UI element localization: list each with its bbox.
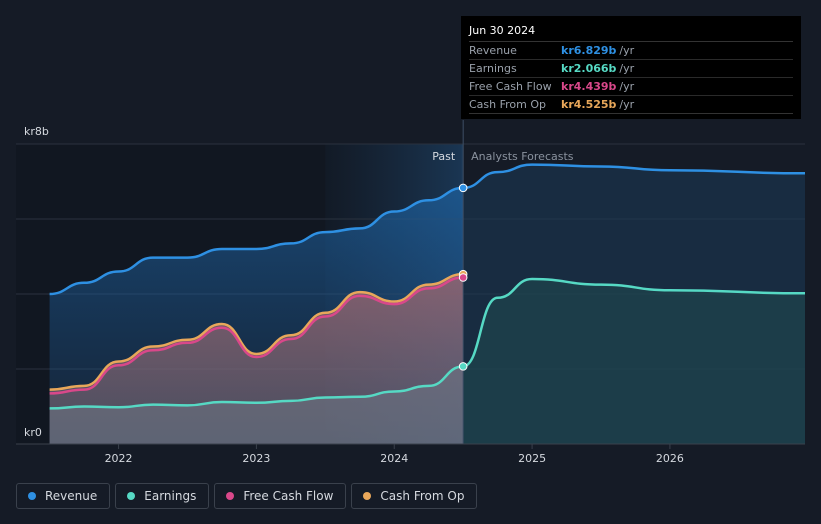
tooltip-unit: /yr [619,62,635,75]
legend-label: Earnings [144,489,197,503]
x-tick-label: 2023 [242,452,270,465]
y-axis-bottom-label: kr0 [24,426,42,439]
tooltip-value: kr4.525b [561,98,617,111]
legend: Revenue Earnings Free Cash Flow Cash Fro… [16,483,482,509]
x-tick-label: 2025 [518,452,546,465]
series-lines [49,163,806,410]
tooltip-label: Earnings [469,62,517,75]
revenue-forecast-line [463,163,806,190]
x-tick-label: 2022 [105,452,133,465]
y-axis-top-label: kr8b [24,125,49,138]
x-tick-label: 2026 [656,452,684,465]
free-cash-flow-marker [458,273,468,282]
cash-from-op-line [49,272,464,391]
legend-label: Free Cash Flow [243,489,334,503]
tooltip-value: kr2.066b [561,62,617,75]
tooltip-unit: /yr [619,44,635,57]
earnings-line [49,365,464,410]
legend-item-earnings[interactable]: Earnings [115,483,210,509]
cash-from-op-dot-icon [363,492,372,500]
series-markers [458,183,468,371]
x-tick-label: 2024 [380,452,408,465]
x-axis-ticks: 2022 2023 2024 2025 2026 [105,444,684,465]
tooltip-label: Revenue [469,44,517,57]
revenue-line [49,186,464,296]
tooltip-date: Jun 30 2024 [469,24,793,42]
tooltip-value: kr6.829b [561,44,617,57]
forecast-label: Analysts Forecasts [471,150,574,163]
tooltip-row-earnings: Earnings kr2.066b /yr [469,60,793,78]
free-cash-flow-dot-icon [226,492,235,500]
tooltip-value: kr4.439b [561,80,617,93]
tooltip-row-revenue: Revenue kr6.829b /yr [469,42,793,60]
earnings-dot-icon [127,492,136,500]
tooltip-unit: /yr [619,98,635,111]
revenue-dot-icon [28,492,36,500]
legend-item-cash-from-op[interactable]: Cash From Op [351,483,478,509]
past-label: Past [432,150,456,163]
tooltip-label: Cash From Op [469,98,547,111]
legend-item-revenue[interactable]: Revenue [16,483,111,509]
tooltip-unit: /yr [619,80,635,93]
earnings-forecast-area [463,279,805,444]
tooltip-row-cash-from-op: Cash From Op kr4.525b /yr [469,96,793,114]
tooltip-label: Free Cash Flow [469,80,552,93]
earnings-forecast-line [462,277,806,368]
earnings-area [49,366,464,444]
legend-label: Cash From Op [380,489,465,503]
tooltip-row-free-cash-flow: Free Cash Flow kr4.439b /yr [469,78,793,96]
free-cash-flow-line [49,276,464,395]
legend-item-free-cash-flow[interactable]: Free Cash Flow [214,483,347,509]
tooltip: Jun 30 2024 Revenue kr6.829b /yr Earning… [461,16,801,119]
revenue-marker [458,183,468,193]
earnings-marker [458,362,468,371]
legend-label: Revenue [45,489,98,503]
